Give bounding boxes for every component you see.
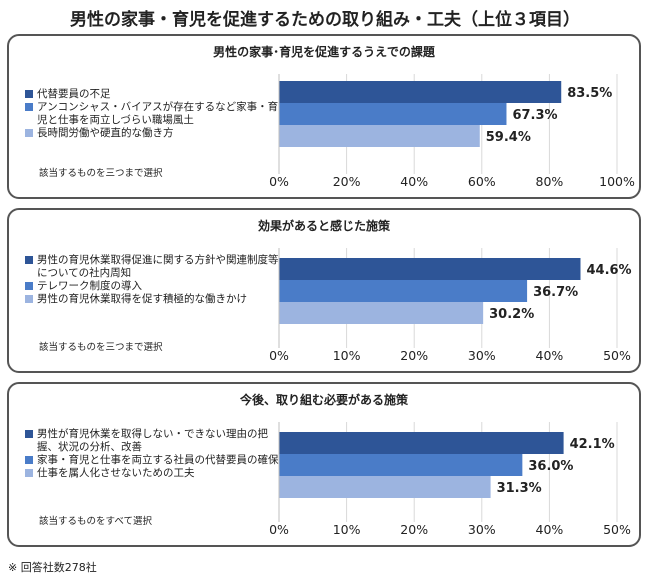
data-label: 42.1% xyxy=(570,437,615,452)
legend-swatch xyxy=(25,103,33,111)
x-tick-label: 40% xyxy=(400,174,428,189)
x-tick-label: 50% xyxy=(603,522,631,537)
legend-swatch xyxy=(25,256,33,264)
x-tick-label: 20% xyxy=(400,522,428,537)
legend-swatch xyxy=(25,456,33,464)
bar-chart: 0% 10% 20% 30% 40% 50% 44.6% 36.7% 30.2% xyxy=(269,248,632,363)
legend-item: テレワーク制度の導入 xyxy=(25,280,287,293)
data-label: 30.2% xyxy=(489,307,534,322)
x-tick-label: 40% xyxy=(536,348,564,363)
panel-title: 今後、取り組む必要がある施策 xyxy=(239,393,408,407)
bar xyxy=(279,258,581,280)
legend: 男性の育児休業取得促進に関する方針や関連制度等についての社内周知 テレワーク制度… xyxy=(25,254,287,306)
legend-swatch xyxy=(25,90,33,98)
chart-panel-challenges: 男性の家事･育児を促進するうえでの課題 代替要員の不足 アンコンシャス・バイアス… xyxy=(7,34,641,199)
x-tick-label: 20% xyxy=(333,174,361,189)
legend-swatch xyxy=(25,295,33,303)
bar-chart: 0% 10% 20% 30% 40% 50% 42.1% 36.0% 31.3% xyxy=(269,422,631,537)
bar xyxy=(279,302,484,324)
x-tick-label: 30% xyxy=(468,522,496,537)
footnote: ※ 回答社数278社 xyxy=(8,561,97,574)
legend-label: 代替要員の不足 xyxy=(37,88,111,100)
panel-title: 男性の家事･育児を促進するうえでの課題 xyxy=(213,45,435,59)
x-tick-label: 0% xyxy=(269,348,289,363)
x-tick-label: 30% xyxy=(468,348,496,363)
bar xyxy=(279,81,562,103)
legend-item: アンコンシャス・バイアスが存在するなど家事・育児と仕事を両立しづらい職場風土 xyxy=(25,101,287,127)
x-tick-label: 80% xyxy=(536,174,564,189)
data-label: 36.0% xyxy=(528,459,573,474)
legend-label: 仕事を属人化させないための工夫 xyxy=(37,467,195,479)
x-tick-label: 60% xyxy=(468,174,496,189)
panel-title: 効果があると感じた施策 xyxy=(257,219,390,233)
legend-label: 家事・育児と仕事を両立する社員の代替要員の確保 xyxy=(37,454,279,466)
data-label: 36.7% xyxy=(533,285,578,300)
bar xyxy=(279,432,564,454)
data-label: 59.4% xyxy=(486,130,531,145)
legend: 代替要員の不足 アンコンシャス・バイアスが存在するなど家事・育児と仕事を両立しづ… xyxy=(25,88,287,140)
legend-swatch xyxy=(25,469,33,477)
legend-item: 仕事を属人化させないための工夫 xyxy=(25,467,287,480)
legend-label: 長時間労働や硬直的な働き方 xyxy=(37,127,174,139)
legend-swatch xyxy=(25,129,33,137)
x-tick-label: 50% xyxy=(603,348,631,363)
legend-label: アンコンシャス・バイアスが存在するなど家事・育児と仕事を両立しづらい職場風土 xyxy=(37,101,279,126)
chart-panel-future-measures: 今後、取り組む必要がある施策 男性が育児休業を取得しない・できない理由の把握、状… xyxy=(7,382,641,547)
selection-note: 該当するものを三つまで選択 xyxy=(39,342,163,353)
selection-note: 該当するものをすべて選択 xyxy=(39,516,152,527)
x-tick-label: 0% xyxy=(269,522,289,537)
bar xyxy=(279,125,480,147)
x-tick-label: 0% xyxy=(269,174,289,189)
selection-note: 該当するものを三つまで選択 xyxy=(39,168,163,179)
bar xyxy=(279,476,491,498)
data-label: 44.6% xyxy=(586,263,631,278)
x-tick-label: 10% xyxy=(333,522,361,537)
bar xyxy=(279,103,507,125)
legend-swatch xyxy=(25,282,33,290)
x-tick-label: 40% xyxy=(536,522,564,537)
legend-swatch xyxy=(25,430,33,438)
legend-item: 代替要員の不足 xyxy=(25,88,287,101)
legend-label: 男性の育児休業取得促進に関する方針や関連制度等についての社内周知 xyxy=(37,254,279,279)
bar-chart: 0% 20% 40% 60% 80% 100% 83.5% 67.3% 59.4% xyxy=(269,74,635,189)
main-title: 男性の家事・育児を促進するための取り組み・工夫（上位３項目） xyxy=(70,10,580,30)
bar xyxy=(279,454,523,476)
chart-panel-effective-measures: 効果があると感じた施策 男性の育児休業取得促進に関する方針や関連制度等についての… xyxy=(7,208,641,373)
legend-item: 男性が育児休業を取得しない・できない理由の把握、状況の分析、改善 xyxy=(25,428,287,454)
x-tick-label: 10% xyxy=(333,348,361,363)
data-label: 31.3% xyxy=(497,481,542,496)
legend-label: 男性の育児休業取得を促す積極的な働きかけ xyxy=(37,293,247,305)
x-tick-label: 100% xyxy=(599,174,635,189)
legend: 男性が育児休業を取得しない・できない理由の把握、状況の分析、改善 家事・育児と仕… xyxy=(25,428,287,480)
legend-item: 男性の育児休業取得を促す積極的な働きかけ xyxy=(25,293,287,306)
legend-label: 男性が育児休業を取得しない・できない理由の把握、状況の分析、改善 xyxy=(37,428,268,453)
data-label: 83.5% xyxy=(567,86,612,101)
bar xyxy=(279,280,528,302)
legend-item: 長時間労働や硬直的な働き方 xyxy=(25,127,287,140)
x-tick-label: 20% xyxy=(400,348,428,363)
legend-label: テレワーク制度の導入 xyxy=(37,280,142,292)
data-label: 67.3% xyxy=(512,108,557,123)
legend-item: 男性の育児休業取得促進に関する方針や関連制度等についての社内周知 xyxy=(25,254,287,280)
legend-item: 家事・育児と仕事を両立する社員の代替要員の確保 xyxy=(25,454,287,467)
